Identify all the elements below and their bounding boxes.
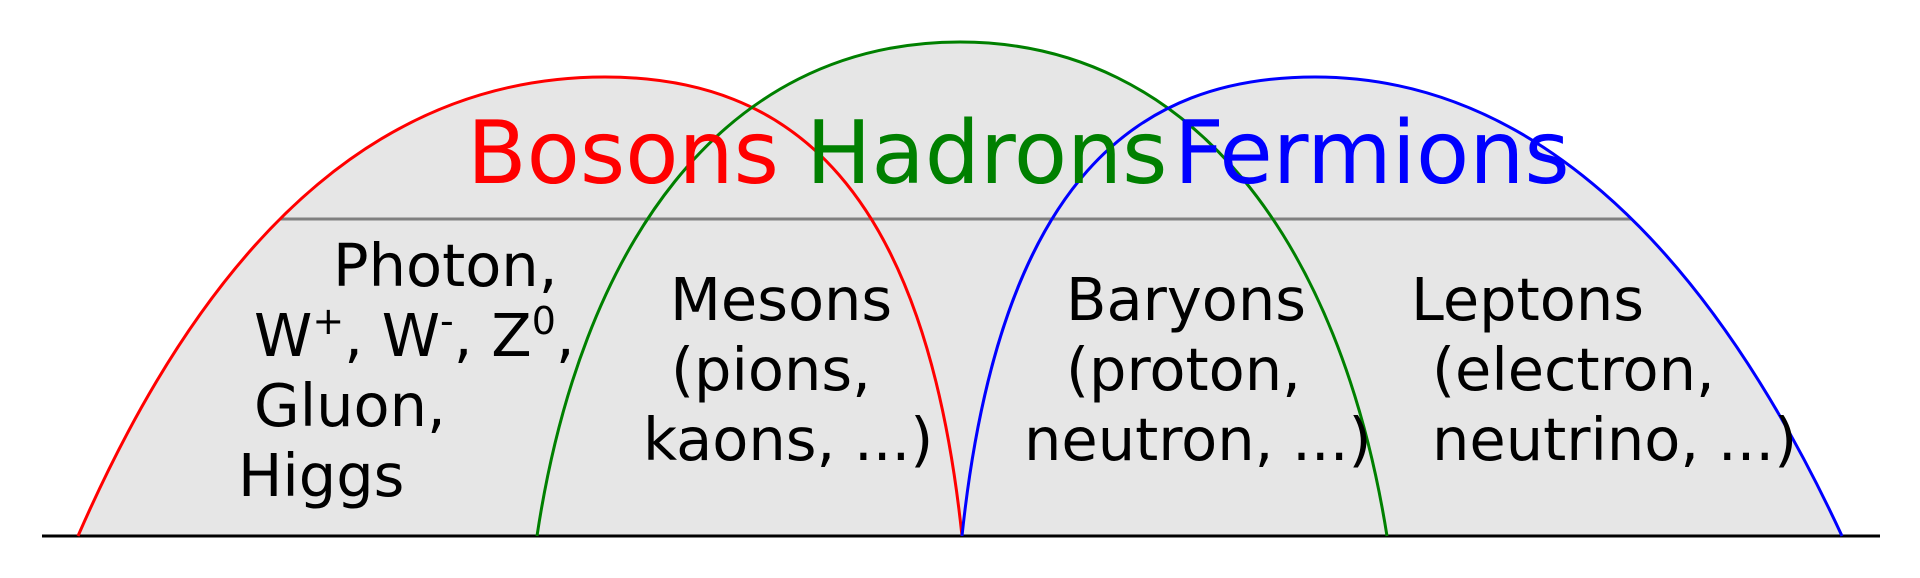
mesons-block: Mesons (pions, kaons, ...) — [643, 265, 933, 474]
z-sep: , Z — [454, 301, 532, 370]
w-sep: , W — [344, 301, 440, 370]
w-label: W — [254, 301, 312, 370]
fermions-fill — [962, 77, 1842, 536]
fermions-title: Fermions — [1174, 102, 1570, 204]
fermions-arc — [960, 75, 1844, 537]
baryons-block: Baryons (proton, neutron, ...) — [1024, 265, 1371, 474]
hadrons-title: Hadrons — [806, 102, 1168, 204]
leptons-block: Leptons (electron, neutrino, ...) — [1411, 265, 1797, 474]
w-plus-sup: + — [312, 299, 344, 343]
bosons-title: Bosons — [467, 102, 779, 204]
bosons-gluon: Gluon, — [254, 371, 446, 440]
baryons-examples-2: neutron, ...) — [1024, 405, 1371, 474]
hadrons-arc — [535, 40, 1389, 537]
leptons-title: Leptons — [1411, 265, 1644, 334]
leptons-examples-1: (electron, — [1432, 335, 1715, 404]
mesons-examples-2: kaons, ...) — [643, 405, 933, 474]
leptons-examples-2: neutrino, ...) — [1432, 405, 1797, 474]
bosons-w-z: W+, W-, Z0, — [254, 299, 575, 370]
z-comma: , — [556, 301, 575, 370]
mesons-examples-1: (pions, — [671, 335, 871, 404]
bosons-list: Photon, W+, W-, Z0, Gluon, Higgs — [238, 231, 575, 510]
baryons-title: Baryons — [1066, 265, 1306, 334]
z-zero-sup: 0 — [532, 299, 556, 343]
bosons-photon: Photon, — [333, 231, 557, 300]
w-minus-sup: - — [440, 299, 454, 343]
mesons-title: Mesons — [670, 265, 892, 334]
shaded-region — [78, 42, 1842, 536]
bosons-arc — [76, 75, 964, 537]
baryons-examples-1: (proton, — [1066, 335, 1301, 404]
bosons-higgs: Higgs — [238, 441, 404, 510]
